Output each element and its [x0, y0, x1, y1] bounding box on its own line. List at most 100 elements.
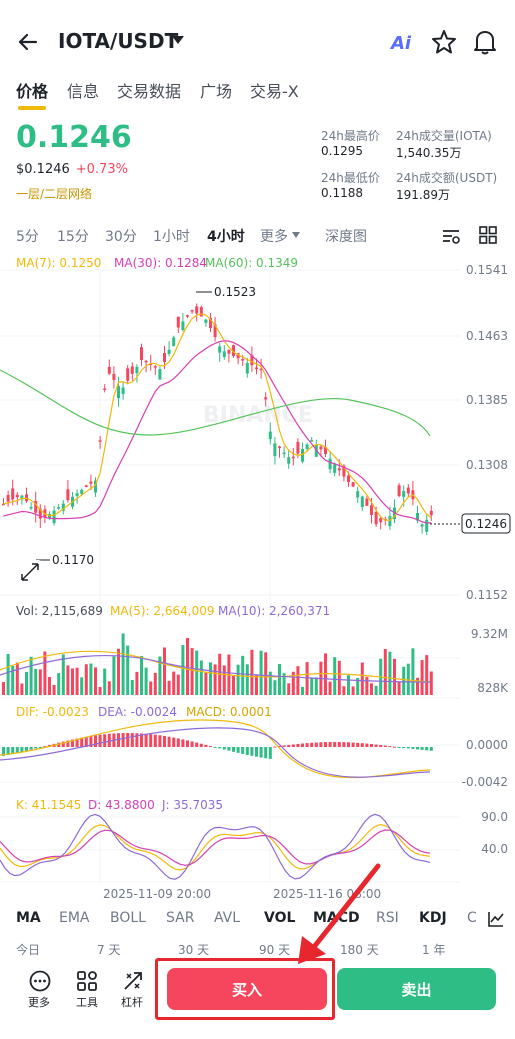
- star-icon[interactable]: [430, 28, 458, 56]
- pair-title[interactable]: IOTA/USDT: [58, 29, 179, 53]
- tools-icon[interactable]: [75, 969, 99, 993]
- network-tag[interactable]: 一层/二层网络: [16, 187, 93, 201]
- vol-ma5-legend: MA(5): 2,664,009: [110, 604, 215, 618]
- vol-legend: Vol: 2,115,689: [16, 604, 103, 618]
- ma-lines: [0, 313, 432, 524]
- leverage-label[interactable]: 杠杆: [121, 996, 143, 1009]
- ai-icon[interactable]: Ai: [391, 33, 412, 54]
- leverage-icon[interactable]: [121, 969, 145, 993]
- indicator-vol[interactable]: VOL: [264, 910, 296, 926]
- indicator-tabs: MA EMA BOLL SAR AVL VOL MACD RSI KDJ C: [0, 910, 515, 930]
- interval-bar: 5分 15分 30分 1小时 4小时 更多 深度图: [0, 226, 515, 246]
- kdj-lines: [0, 813, 431, 880]
- y-tick: 0.1385: [466, 393, 508, 407]
- tab-info[interactable]: 信息: [67, 82, 100, 101]
- kdj-d-legend: D: 43.8800: [88, 798, 155, 812]
- interval-15m[interactable]: 15分: [57, 229, 89, 245]
- expand-icon[interactable]: [18, 560, 42, 584]
- low-label: 24h最低价: [321, 171, 380, 185]
- macd-dif-legend: DIF: -0.0023: [16, 705, 89, 719]
- macd-value-legend: MACD: 0.0001: [186, 705, 272, 719]
- high-label: 24h最高价: [321, 129, 380, 143]
- vol-tick: 828K: [477, 681, 509, 695]
- indicator-chart-icon[interactable]: [487, 910, 505, 928]
- date-label: 2025-11-09 20:00: [103, 887, 211, 900]
- indicator-boll[interactable]: BOLL: [110, 910, 146, 926]
- annotation-arrow: [298, 863, 381, 964]
- tab-price[interactable]: 价格: [16, 82, 49, 101]
- back-arrow-icon[interactable]: [14, 28, 42, 56]
- active-tab-indicator: [18, 106, 46, 110]
- range-today[interactable]: 今日: [16, 943, 41, 957]
- sell-button[interactable]: 卖出: [337, 968, 496, 1010]
- indicator-avl[interactable]: AVL: [214, 910, 241, 926]
- main-tabs: 价格 信息 交易数据 广场 交易-X: [0, 78, 515, 112]
- y-tick: 0.1152: [466, 588, 508, 602]
- vol-tick: 9.32M: [471, 627, 508, 641]
- range-1y[interactable]: 1 年: [422, 943, 446, 957]
- vol-ma10-legend: MA(10): 2,260,371: [218, 604, 330, 618]
- interval-5m[interactable]: 5分: [16, 229, 39, 245]
- more-icon[interactable]: [28, 969, 52, 993]
- kdj-k-legend: K: 41.1545: [16, 798, 81, 812]
- indicator-rsi[interactable]: RSI: [376, 910, 399, 926]
- more-label[interactable]: 更多: [28, 996, 50, 1009]
- price-usd-change: $0.1246 +0.73%: [16, 162, 128, 177]
- kline-chart[interactable]: BINANCE MA(7): 0.1250 MA(30): 0.1284 MA(…: [0, 250, 515, 900]
- tab-trading-data[interactable]: 交易数据: [117, 82, 182, 101]
- interval-4h[interactable]: 4小时: [207, 229, 245, 245]
- range-180d[interactable]: 180 天: [340, 943, 379, 957]
- vol-quote-value: 191.89万: [396, 188, 450, 202]
- interval-1h[interactable]: 1小时: [153, 229, 190, 245]
- low-value: 0.1188: [321, 186, 363, 200]
- vol-quote-label: 24h成交额(USDT): [396, 171, 498, 185]
- last-price: 0.1246: [16, 120, 132, 155]
- y-tick: 0.1541: [466, 263, 508, 277]
- current-price-label: 0.1246: [465, 517, 507, 531]
- kdj-tick: 90.0: [481, 810, 508, 824]
- indicator-ema[interactable]: EMA: [59, 910, 90, 926]
- bell-icon[interactable]: [472, 28, 498, 56]
- indicator-ma[interactable]: MA: [16, 910, 41, 926]
- grid-layout-icon[interactable]: [479, 226, 497, 244]
- macd-tick: -0.0042: [462, 775, 508, 789]
- indicator-c[interactable]: C: [467, 910, 477, 926]
- range-bar: 今日 7 天 30 天 90 天 180 天 1 年: [0, 941, 515, 957]
- candlesticks: [2, 303, 433, 536]
- indicator-sar[interactable]: SAR: [166, 910, 195, 926]
- interval-30m[interactable]: 30分: [105, 229, 137, 245]
- price-usd: $0.1246: [16, 162, 70, 177]
- tab-square[interactable]: 广场: [200, 82, 233, 101]
- vol-base-value: 1,540.35万: [396, 146, 462, 160]
- chart-settings-icon[interactable]: [441, 226, 461, 246]
- kdj-j-legend: J: 35.7035: [161, 798, 223, 812]
- kdj-tick: 40.0: [481, 842, 508, 856]
- price-change: +0.73%: [75, 162, 128, 177]
- depth-chart-tab[interactable]: 深度图: [325, 229, 367, 245]
- high-marker: 0.1523: [214, 285, 256, 299]
- high-value: 0.1295: [321, 144, 363, 158]
- ma7-legend: MA(7): 0.1250: [16, 256, 101, 270]
- ma60-legend: MA(60): 0.1349: [205, 256, 298, 270]
- range-7d[interactable]: 7 天: [97, 943, 121, 957]
- interval-more[interactable]: 更多: [260, 229, 288, 245]
- macd-tick: 0.0000: [466, 738, 508, 752]
- bottom-action-bar: 更多 工具 杠杆: [0, 962, 515, 1039]
- buy-button[interactable]: 买入: [167, 968, 327, 1010]
- more-chevron-icon: [292, 232, 300, 238]
- y-tick: 0.1463: [466, 329, 508, 343]
- chart-watermark: BINANCE: [203, 403, 313, 428]
- range-90d[interactable]: 90 天: [259, 943, 291, 957]
- current-price-tag: [461, 513, 511, 534]
- header-bar: IOTA/USDT Ai: [0, 0, 515, 80]
- indicator-kdj[interactable]: KDJ: [419, 910, 447, 926]
- ma30-legend: MA(30): 0.1284: [114, 256, 207, 270]
- y-tick: 0.1308: [466, 458, 508, 472]
- tab-trade-x[interactable]: 交易-X: [250, 82, 299, 101]
- tools-label[interactable]: 工具: [76, 996, 98, 1009]
- chevron-down-icon[interactable]: [172, 36, 184, 44]
- macd-dea-legend: DEA: -0.0024: [98, 705, 177, 719]
- range-30d[interactable]: 30 天: [178, 943, 210, 957]
- vol-base-label: 24h成交量(IOTA): [396, 129, 492, 143]
- volume-bars: [0, 633, 433, 695]
